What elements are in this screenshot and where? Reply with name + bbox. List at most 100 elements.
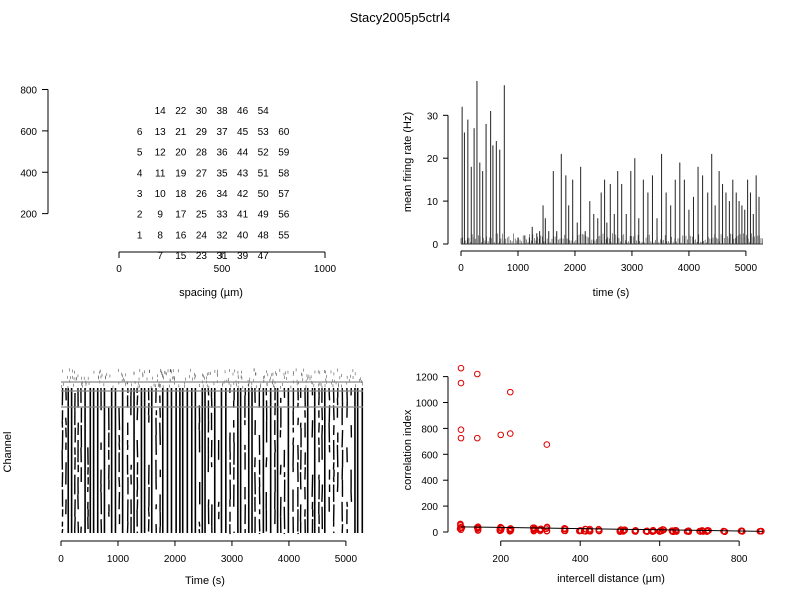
electrode-label: 5 (137, 148, 143, 159)
raster-x-tick-label: 4000 (278, 554, 301, 565)
correlation-outlier-point (506, 388, 514, 396)
electrode-label: 4 (137, 168, 143, 179)
correlation-point (669, 527, 676, 534)
raster-x-tick-label: 2000 (164, 554, 187, 565)
electrode-label: 25 (196, 210, 208, 221)
layout-y-tick-label: 600 (20, 127, 37, 138)
firing-rate-y-tick-label: 10 (427, 197, 439, 208)
electrode-label: 34 (216, 189, 228, 200)
correlation-point (658, 527, 666, 535)
electrode-label: 36 (216, 148, 228, 159)
raster-x-tick-label: 5000 (335, 554, 358, 565)
electrode-label: 47 (258, 251, 270, 262)
correlation-point (457, 521, 464, 528)
electrode-label: 8 (157, 230, 163, 241)
correlation-outlier-point (457, 426, 465, 433)
firing-rate-y-tick-label: 0 (432, 240, 438, 251)
raster-burst-segment (341, 430, 344, 448)
raster-burst-segment (332, 531, 335, 534)
correlation-y-axis-label: correlation index (402, 409, 414, 490)
electrode-label: 33 (216, 210, 228, 221)
firing-rate-x-tick-label: 0 (458, 263, 464, 274)
correlation-point (684, 527, 691, 535)
electrode-label: 55 (278, 230, 290, 241)
correlation-outlier-point (506, 430, 514, 437)
electrode-label: 43 (237, 168, 249, 179)
electrode-label: 45 (237, 127, 249, 138)
correlation-point (496, 526, 504, 533)
correlation-panel: intercell distance (µm) correlation inde… (402, 364, 765, 585)
electrode-label: 27 (196, 168, 208, 179)
correlation-outlier-point (473, 370, 481, 378)
electrode-label: 51 (258, 168, 270, 179)
raster-burst-segment (118, 477, 121, 488)
electrode-label: 15 (175, 251, 187, 262)
electrode-label: 38 (216, 106, 228, 117)
correlation-fit-line (460, 526, 764, 532)
electrode-label: 20 (175, 148, 187, 159)
electrode-label: 54 (258, 106, 270, 117)
electrode-label: 58 (278, 168, 290, 179)
electrode-label: 48 (258, 230, 270, 241)
correlation-point (474, 527, 482, 534)
electrode-label: 46 (237, 106, 249, 117)
electrode-label: 35 (216, 168, 228, 179)
electrode-label: 56 (278, 210, 290, 221)
electrode-label: 23 (196, 251, 208, 262)
correlation-point (721, 528, 729, 535)
correlation-point (497, 524, 505, 532)
electrode-label: 3 (137, 189, 143, 200)
electrode-label: 26 (196, 189, 208, 200)
layout-y-tick-label: 400 (20, 168, 37, 179)
correlation-y-tick-label: 400 (421, 476, 438, 487)
correlation-outlier-point (497, 431, 505, 439)
electrode-label: 2 (137, 210, 143, 221)
firing-rate-y-tick-label: 20 (427, 154, 439, 165)
electrode-label: 53 (258, 127, 270, 138)
correlation-y-tick-label: 1200 (416, 373, 439, 384)
electrode-label: 12 (155, 148, 167, 159)
electrode-label: 29 (196, 127, 208, 138)
correlation-x-tick-label: 600 (651, 554, 668, 565)
layout-x-tick-label: 500 (214, 264, 231, 275)
electrode-label: 11 (155, 168, 166, 179)
raster-burst-segment (292, 437, 295, 445)
electrode-label: 44 (237, 148, 249, 159)
electrode-label: 41 (237, 210, 249, 221)
layout-y-tick-label: 200 (20, 210, 37, 221)
correlation-x-tick-label: 800 (731, 554, 748, 565)
raster-x-tick-label: 3000 (221, 554, 244, 565)
raster-panel: Time (s) Channel 0 1000 2000 3000 4000 5000 (2, 368, 364, 587)
firing-rate-x-axis-label: time (s) (593, 287, 630, 299)
raster-x-tick-label: 0 (58, 554, 64, 565)
firing-rate-y-tick-label: 30 (427, 111, 439, 122)
electrode-label: 59 (278, 148, 290, 159)
correlation-outlier-point (543, 441, 551, 448)
layout-y-tick-label: 800 (20, 86, 37, 97)
electrode-label: 14 (155, 106, 167, 117)
electrode-label: 50 (258, 189, 270, 200)
raster-x-axis-label: Time (s) (185, 575, 225, 587)
correlation-y-tick-label: 800 (421, 424, 438, 435)
electrode-label: 21 (175, 127, 187, 138)
firing-rate-x-tick-label: 1000 (507, 263, 530, 274)
electrode-label: 32 (216, 230, 228, 241)
electrode-label: 60 (278, 127, 290, 138)
electrode-label: 52 (258, 148, 270, 159)
correlation-point (619, 528, 627, 535)
raster-x-tick-label: 1000 (107, 554, 130, 565)
electrode-label: 42 (237, 189, 249, 200)
firing-rate-x-tick-label: 2000 (564, 263, 587, 274)
correlation-x-tick-label: 200 (492, 554, 509, 565)
correlation-outlier-point (457, 434, 465, 442)
correlation-y-tick-label: 200 (421, 502, 438, 513)
electrode-label: 16 (175, 230, 187, 241)
electrode-label: 7 (157, 251, 163, 262)
electrode-label: 28 (196, 148, 208, 159)
electrode-label: 10 (155, 189, 167, 200)
electrode-label: 9 (157, 210, 163, 221)
correlation-point (621, 527, 628, 534)
electrode-label: 49 (258, 210, 270, 221)
electrode-label: 37 (216, 127, 228, 138)
